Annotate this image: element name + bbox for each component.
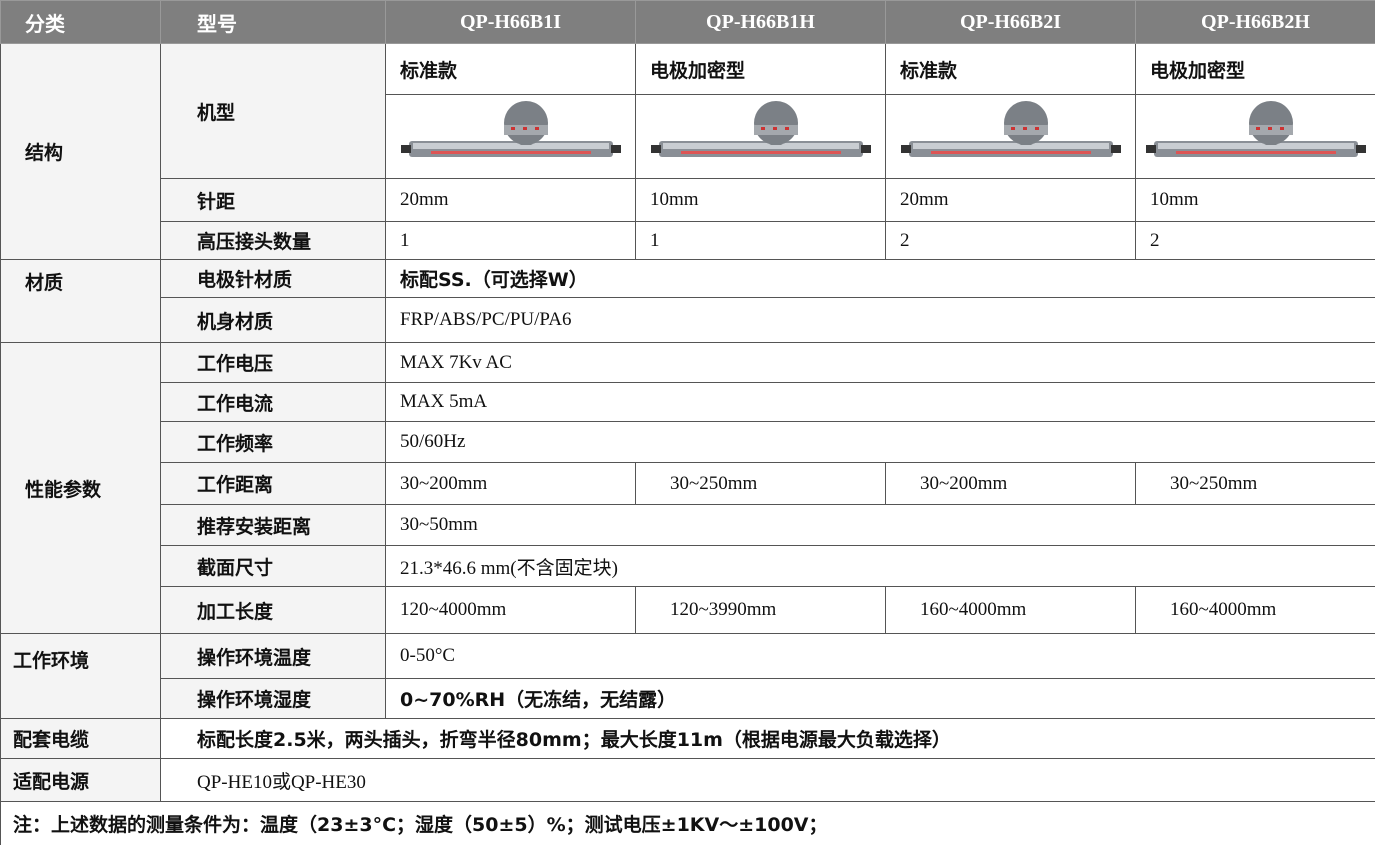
- value-cell: 30~250mm: [1135, 462, 1375, 505]
- value-cell: FRP/ABS/PC/PU/PA6: [385, 297, 1375, 343]
- value-cell: 160~4000mm: [1135, 586, 1375, 634]
- label-cell: 操作环境湿度: [160, 678, 386, 719]
- value-cell: QP-HE10或QP-HE30: [160, 758, 1375, 802]
- image-cell: [885, 94, 1136, 179]
- label-cell: 针距: [160, 178, 386, 222]
- value-cell: 120~4000mm: [385, 586, 636, 634]
- value-cell: 标配长度2.5米，两头插头，折弯半径80mm；最大长度11m（根据电源最大负载选…: [160, 718, 1375, 759]
- label-cell: 工作电压: [160, 342, 386, 383]
- header-cell: 型号: [160, 0, 386, 44]
- label-cell: 推荐安装距离: [160, 504, 386, 546]
- value-cell: 20mm: [385, 178, 636, 222]
- value-cell: 1: [635, 221, 886, 260]
- group-cell: 工作环境: [0, 633, 161, 719]
- label-cell: 高压接头数量: [160, 221, 386, 260]
- product-image: [651, 99, 871, 169]
- group-cell: 配套电缆: [0, 718, 161, 759]
- value-cell: 标准款: [885, 43, 1136, 95]
- label-cell: 操作环境温度: [160, 633, 386, 679]
- label-cell: 截面尺寸: [160, 545, 386, 587]
- value-cell: 0~70%RH（无冻结，无结露）: [385, 678, 1375, 719]
- value-cell: MAX 5mA: [385, 382, 1375, 422]
- label-cell: 电极针材质: [160, 259, 386, 298]
- image-cell: [1135, 94, 1375, 179]
- value-cell: 标配SS.（可选择W）: [385, 259, 1375, 298]
- note-cell: 注：上述数据的测量条件为：温度（23±3°C；湿度（50±5）%；测试电压±1K…: [0, 801, 1375, 845]
- label-cell: 工作距离: [160, 462, 386, 505]
- header-cell: QP-H66B2H: [1135, 0, 1375, 44]
- product-image: [901, 99, 1121, 169]
- header-row: 分类 型号 QP-H66B1I QP-H66B1H QP-H66B2I QP-H…: [0, 0, 1375, 44]
- label-cell: 工作电流: [160, 382, 386, 422]
- header-cell: 分类: [0, 0, 161, 44]
- label-cell: 机型: [160, 43, 386, 179]
- group-cell: 适配电源: [0, 758, 161, 802]
- image-cell: [385, 94, 636, 179]
- value-cell: 20mm: [885, 178, 1136, 222]
- header-cell: QP-H66B1I: [385, 0, 636, 44]
- value-cell: 21.3*46.6 mm(不含固定块): [385, 545, 1375, 587]
- value-cell: 160~4000mm: [885, 586, 1136, 634]
- value-cell: 120~3990mm: [635, 586, 886, 634]
- product-image: [401, 99, 621, 169]
- header-cell: QP-H66B2I: [885, 0, 1136, 44]
- label-cell: 工作频率: [160, 421, 386, 463]
- header-cell: QP-H66B1H: [635, 0, 886, 44]
- value-cell: 电极加密型: [1135, 43, 1375, 95]
- product-image: [1146, 99, 1366, 169]
- label-cell: 机身材质: [160, 297, 386, 343]
- value-cell: 2: [885, 221, 1136, 260]
- value-cell: 30~250mm: [635, 462, 886, 505]
- value-cell: 30~200mm: [385, 462, 636, 505]
- label-cell: 加工长度: [160, 586, 386, 634]
- value-cell: MAX 7Kv AC: [385, 342, 1375, 383]
- group-cell: 结构: [0, 43, 161, 260]
- value-cell: 50/60Hz: [385, 421, 1375, 463]
- value-cell: 1: [385, 221, 636, 260]
- value-cell: 30~50mm: [385, 504, 1375, 546]
- value-cell: 2: [1135, 221, 1375, 260]
- value-cell: 0-50°C: [385, 633, 1375, 679]
- value-cell: 标准款: [385, 43, 636, 95]
- value-cell: 10mm: [1135, 178, 1375, 222]
- value-cell: 电极加密型: [635, 43, 886, 95]
- group-cell: 性能参数: [0, 342, 161, 634]
- group-cell: 材质: [0, 259, 161, 343]
- value-cell: 30~200mm: [885, 462, 1136, 505]
- image-cell: [635, 94, 886, 179]
- value-cell: 10mm: [635, 178, 886, 222]
